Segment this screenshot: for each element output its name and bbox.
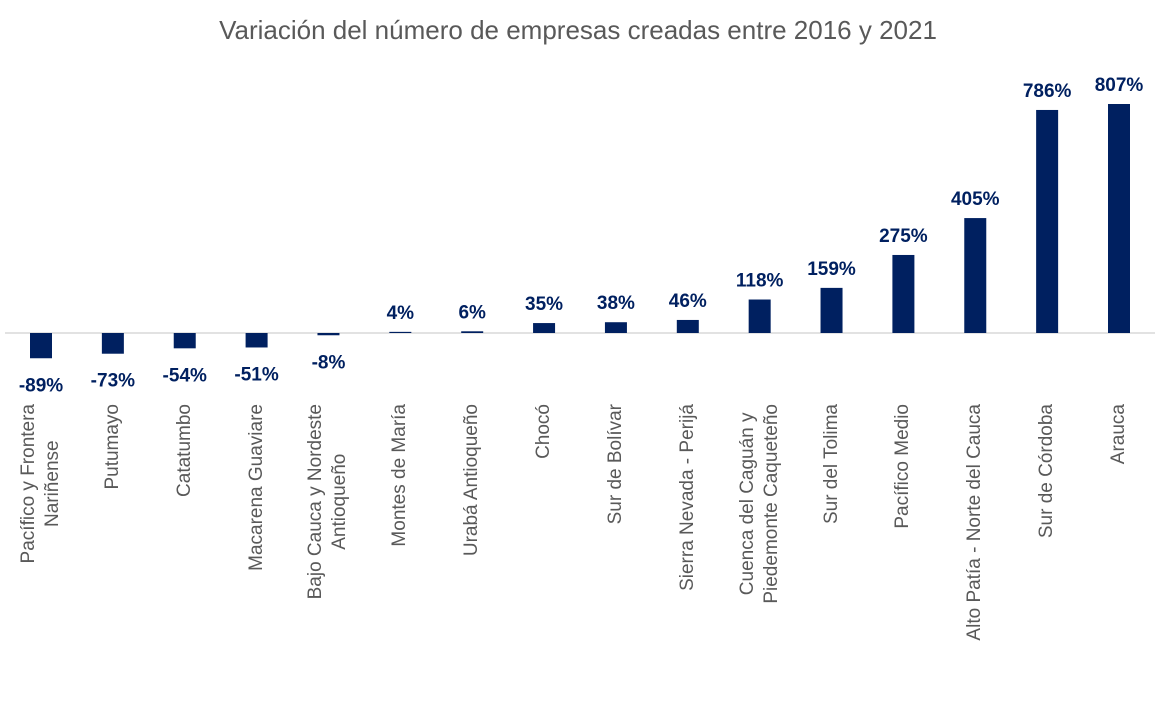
x-tick-label: Putumayo bbox=[101, 404, 123, 490]
x-tick-label: Arauca bbox=[1108, 404, 1129, 465]
bar bbox=[101, 333, 124, 354]
bar bbox=[317, 333, 340, 336]
bar bbox=[245, 333, 268, 348]
value-label: 38% bbox=[597, 293, 635, 314]
x-tick-label: Sierra Nevada - Perijá bbox=[676, 404, 698, 591]
x-tick-label: Alto Patía - Norte del Cauca bbox=[964, 404, 986, 641]
value-label: -54% bbox=[163, 365, 207, 386]
x-tick-label: Sur del Tolima bbox=[820, 404, 842, 525]
x-tick-label: Montes de María bbox=[389, 404, 411, 547]
value-label: 4% bbox=[387, 303, 415, 324]
bar bbox=[604, 322, 627, 333]
value-label: 46% bbox=[669, 291, 707, 312]
value-label: 405% bbox=[951, 189, 1000, 210]
bar bbox=[676, 319, 699, 333]
value-label: 6% bbox=[458, 302, 486, 323]
value-label: 275% bbox=[879, 226, 928, 247]
value-label: -89% bbox=[19, 375, 63, 396]
x-tick-label: Cuenca del Caguán y Piedemonte Caqueteño bbox=[736, 404, 782, 604]
bar bbox=[389, 331, 412, 333]
bar bbox=[30, 333, 52, 359]
value-label: 159% bbox=[807, 259, 856, 280]
x-tick-label: Pacífico y Frontera Nariñense bbox=[18, 404, 63, 564]
chart-title: Variación del número de empresas creadas… bbox=[219, 15, 937, 45]
x-tick-label: Pacífico Medio bbox=[892, 404, 914, 529]
x-tick-label: Sur de Bolívar bbox=[604, 404, 626, 525]
x-tick-label: Bajo Cauca y Nordeste Antioqueño bbox=[305, 404, 351, 600]
value-label: -73% bbox=[91, 371, 135, 392]
bar bbox=[1036, 109, 1059, 333]
bar bbox=[533, 323, 556, 333]
bar bbox=[964, 218, 987, 333]
value-label: 35% bbox=[525, 294, 563, 315]
value-label: -8% bbox=[312, 352, 346, 373]
value-label: -51% bbox=[234, 364, 278, 385]
bar bbox=[748, 299, 771, 333]
x-tick-label: Macarena Guaviare bbox=[245, 404, 267, 571]
bar bbox=[461, 331, 484, 333]
bar bbox=[892, 254, 915, 333]
x-tick-label: Urabá Antioqueño bbox=[461, 404, 483, 557]
value-label: 807% bbox=[1095, 75, 1144, 96]
bar bbox=[820, 287, 843, 333]
x-tick-label: Catatumbo bbox=[173, 404, 195, 497]
bar bbox=[1108, 104, 1130, 333]
value-label: 118% bbox=[736, 271, 784, 292]
bar bbox=[173, 333, 196, 349]
x-tick-label: Sur de Córdoba bbox=[1036, 404, 1058, 539]
value-label: 786% bbox=[1023, 81, 1072, 102]
x-tick-label: Chocó bbox=[533, 404, 555, 459]
